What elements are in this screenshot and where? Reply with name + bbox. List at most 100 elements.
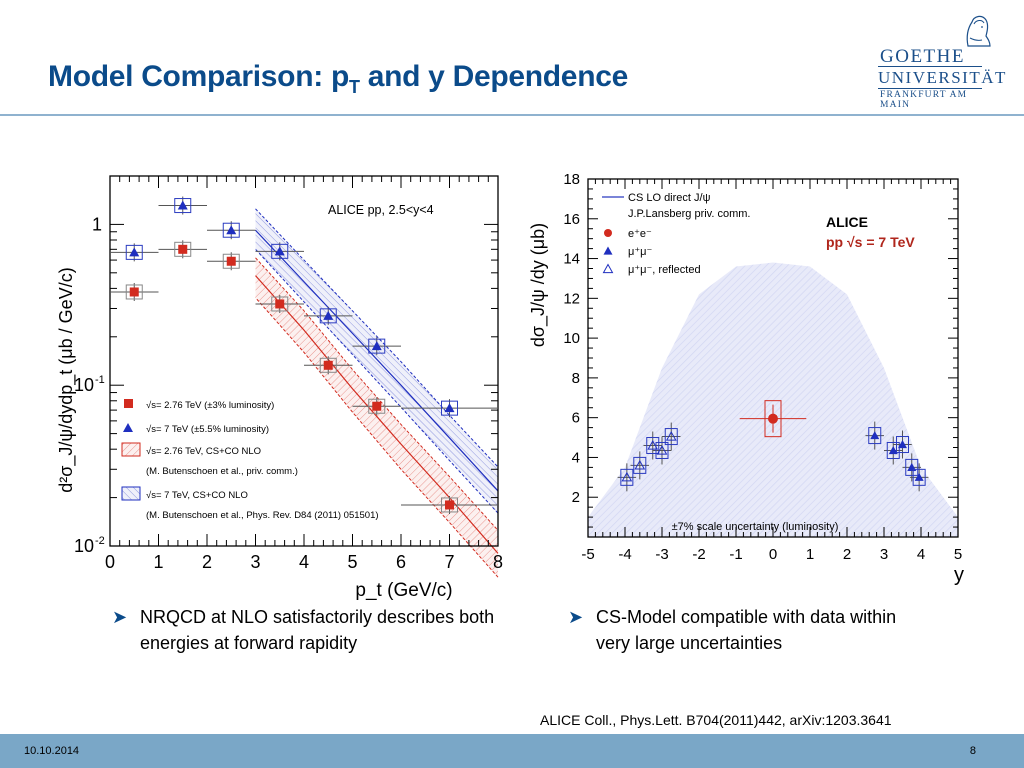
y-tick-label: 2: [572, 489, 580, 506]
nlo-band-1: [255, 208, 498, 514]
legend-cs-label: CS LO direct J/ψ: [628, 192, 711, 204]
data-point-mumu: [898, 440, 907, 449]
data-point-7tev: [129, 247, 140, 257]
systematic-box: [912, 468, 926, 486]
y-axis-label: d²σ_J/ψ/dydp_t (μb / GeV/c): [56, 267, 77, 492]
nlo-band-0: [255, 257, 498, 578]
y-tick-label: 4: [572, 449, 580, 466]
systematic-box: [271, 296, 289, 312]
systematic-box: [646, 437, 660, 455]
arrow-bullet-icon: ➤: [568, 607, 584, 627]
luminosity-annotation: ±7% scale uncertainty (luminosity): [672, 521, 839, 533]
data-point-7tev: [323, 310, 334, 320]
legend-reflected-label: μ⁺μ⁻, reflected: [628, 264, 701, 276]
x-tick-label: 2: [202, 552, 212, 572]
x-tick-label: 4: [299, 552, 309, 572]
y-tick-label: 14: [563, 251, 580, 268]
data-point-276: [372, 401, 382, 411]
data-point-276: [323, 360, 333, 370]
systematic-box: [125, 284, 143, 300]
data-point-276: [226, 256, 236, 266]
data-point-mumu: [914, 472, 924, 481]
x-tick-label: 1: [153, 552, 163, 572]
data-point-7tev: [371, 341, 382, 351]
y-tick-label: 12: [563, 290, 580, 307]
page-number: 8: [969, 745, 976, 757]
y-tick-label: 8: [572, 370, 580, 387]
systematic-box: [222, 253, 240, 269]
y-tick-label: 6: [572, 410, 580, 427]
experiment-label: ALICE: [826, 214, 868, 230]
data-point-7tev: [177, 200, 188, 210]
goethe-portrait-icon: [966, 15, 991, 47]
systematic-box: [905, 458, 919, 476]
systematic-box: [222, 222, 240, 238]
legend-marker-7tev: [123, 423, 133, 432]
x-tick-label: -5: [581, 546, 594, 563]
data-point-ee: [768, 413, 778, 424]
nlo-band-upper-1: [255, 208, 499, 468]
legend-ee-label: e⁺e⁻: [628, 228, 652, 240]
data-point-mumu: [888, 445, 898, 455]
y-axis-label: dσ_J/ψ /dy (μb): [528, 223, 549, 347]
systematic-box: [441, 400, 458, 416]
x-tick-label: -1: [729, 546, 742, 563]
legend-band-label: √s= 2.76 TeV, CS+CO NLO: [146, 446, 261, 457]
logo-rule-bottom: [878, 88, 982, 89]
legend-label-276: √s= 2.76 TeV (±3% luminosity): [146, 400, 274, 411]
x-tick-label: 7: [444, 552, 454, 572]
logo-line-goethe: GOETHE: [880, 46, 965, 67]
legend-marker-276: [124, 399, 133, 408]
reference-citation: ALICE Coll., Phys.Lett. B704(2011)442, a…: [540, 712, 892, 728]
arrow-bullet-icon: ➤: [112, 607, 128, 627]
x-tick-label: 4: [917, 546, 925, 563]
y-tick-label: 18: [563, 171, 580, 188]
logo-line-frankfurt: FRANKFURT AM MAIN: [880, 90, 968, 110]
systematic-box: [319, 308, 337, 324]
x-tick-label: -4: [618, 546, 631, 563]
data-point-7tev: [274, 246, 285, 256]
data-point-7tev: [226, 225, 237, 235]
legend-reflected-marker: [602, 263, 614, 274]
y-tick-label: 10: [74, 536, 94, 556]
data-point-mumu: [870, 431, 880, 440]
systematic-box: [271, 243, 289, 259]
cs-model-band: [588, 262, 958, 537]
data-point-276: [275, 299, 285, 309]
legend-mumu-label: μ⁺μ⁻: [628, 246, 652, 258]
systematic-box: [633, 456, 647, 474]
x-tick-label: 2: [843, 546, 851, 563]
y-tick-label: 10: [74, 375, 94, 395]
systematic-box: [174, 198, 192, 214]
y-tick-exponent: -2: [95, 535, 105, 547]
x-tick-label: 5: [954, 546, 962, 563]
systematic-box: [886, 441, 900, 459]
logo-rule-top: [878, 66, 982, 67]
systematic-box: [174, 241, 192, 257]
x-tick-label: 6: [396, 552, 406, 572]
legend-label-7tev: √s= 7 TeV (±5.5% luminosity): [146, 424, 269, 435]
x-tick-label: 0: [105, 552, 115, 572]
legend-band-ref: (M. Butenschoen et al., Phys. Rev. D84 (…: [146, 510, 379, 521]
x-tick-label: 8: [493, 552, 503, 572]
data-point-reflected: [621, 471, 633, 482]
x-axis-label: y: [954, 564, 964, 585]
systematic-box: [764, 400, 782, 438]
systematic-box: [368, 398, 386, 414]
y-tick-exponent: -1: [95, 374, 105, 386]
systematic-box: [368, 338, 386, 354]
chart-title: ALICE pp, 2.5<y<4: [328, 203, 434, 217]
x-axis-label: p_t (GeV/c): [355, 580, 452, 601]
data-point-276: [445, 500, 454, 510]
x-tick-label: 5: [347, 552, 357, 572]
data-point-276: [129, 287, 139, 297]
systematic-box: [620, 468, 634, 486]
x-tick-label: 3: [250, 552, 260, 572]
data-point-reflected: [647, 439, 659, 450]
logo-line-universitaet: UNIVERSITÄT: [878, 68, 1007, 87]
slide-title: Model Comparison: pT and y Dependence: [48, 60, 628, 97]
systematic-box: [441, 497, 458, 513]
legend-cs-ref: J.P.Lansberg priv. comm.: [628, 208, 750, 220]
